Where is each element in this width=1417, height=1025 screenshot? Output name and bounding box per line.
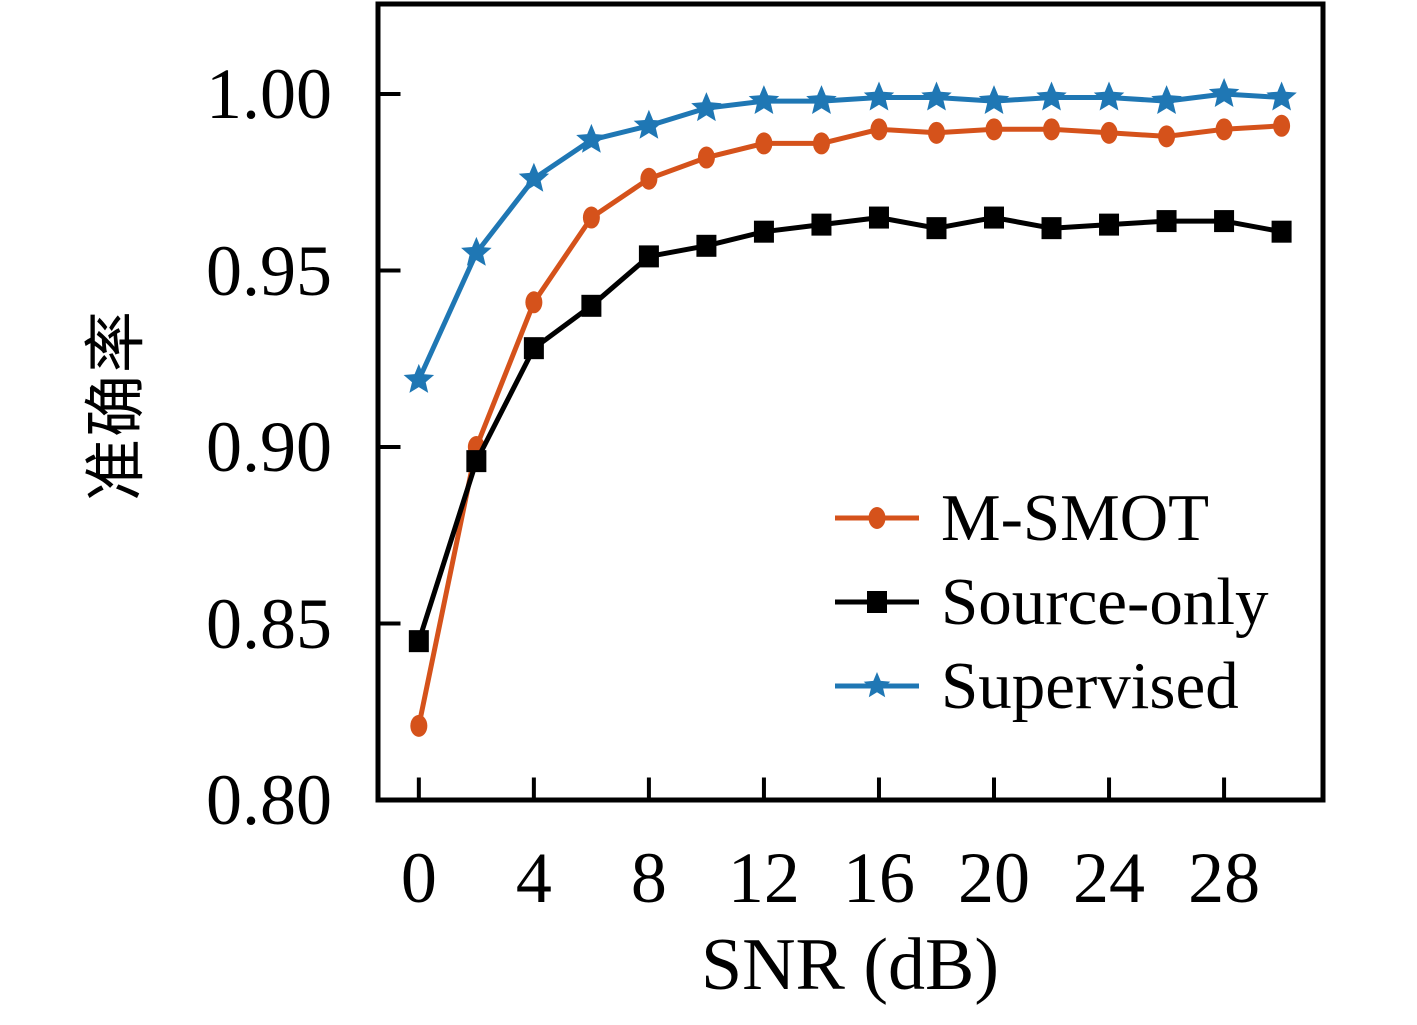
y-tick-label: 0.80 [206,760,332,840]
legend-item-supervised: Supervised [831,646,1239,726]
legend-line-star-marker-icon [835,672,919,698]
y-tick-label: 0.90 [206,407,332,487]
x-axis-label: SNR (dB) [700,924,1000,1006]
y-axis-label: 准确率 [83,308,151,502]
x-tick-label: 16 [842,838,915,918]
x-tick-label: 8 [630,838,667,918]
x-tick-label: 28 [1188,838,1261,918]
x-tick-label: 4 [515,838,552,918]
y-tick-label: 0.95 [206,230,332,311]
legend-line-square-marker-icon [835,591,919,613]
y-tick-label: 0.85 [206,583,332,664]
legend-label: M-SMOT [941,481,1210,555]
x-tick-label: 24 [1073,838,1146,918]
x-tick-label: 20 [958,838,1030,918]
legend-line-circle-marker-icon [835,507,919,529]
y-tick-label: 1.00 [206,54,332,134]
legend-label: Source-only [941,565,1269,639]
legend-label: Supervised [941,649,1239,723]
legend-item-source-only: Source-only [831,562,1268,642]
legend-item-m-smot: M-SMOT [831,478,1209,558]
x-tick-label: 0 [400,838,437,918]
x-tick-label: 12 [727,838,800,918]
